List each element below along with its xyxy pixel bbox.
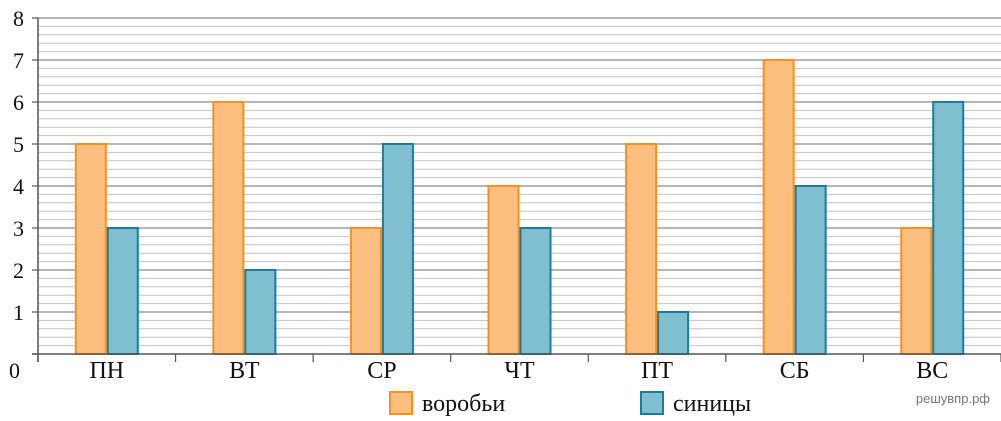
bar-tits-2 xyxy=(244,269,277,355)
bar-sparrows-6 xyxy=(762,59,795,355)
legend-swatch-tits xyxy=(640,391,664,415)
bar-tits-7 xyxy=(932,101,965,355)
bars xyxy=(74,59,965,355)
bar-sparrows-2 xyxy=(212,101,245,355)
y-tick-label: 5 xyxy=(13,132,24,157)
bar-sparrows-4 xyxy=(487,185,520,355)
y-tick-label: 0 xyxy=(9,358,20,383)
watermark: решувпр.рф xyxy=(916,391,990,406)
x-tick-label: ЧТ xyxy=(504,358,535,384)
y-tick-label: 3 xyxy=(13,216,24,241)
y-tick-labels: 0 1 2 3 4 5 6 7 8 xyxy=(9,6,24,383)
bar-tits-6 xyxy=(794,185,827,355)
bar-sparrows-1 xyxy=(74,143,107,355)
y-tick-label: 6 xyxy=(13,90,24,115)
y-tick-label: 1 xyxy=(13,300,24,325)
x-tick-label: ПТ xyxy=(641,358,673,384)
bar-tits-1 xyxy=(106,227,139,355)
x-tick-label: СБ xyxy=(780,358,810,384)
x-tick-label: ПН xyxy=(89,358,124,384)
y-tick-label: 2 xyxy=(13,258,24,283)
x-tick-labels: ПН ВТ СР ЧТ ПТ СБ ВС xyxy=(89,358,948,384)
y-tick-label: 8 xyxy=(13,6,24,31)
legend-label-sparrows: воробьи xyxy=(422,391,505,417)
legend: воробьи синицы xyxy=(389,391,751,417)
legend-label-tits: синицы xyxy=(673,391,751,417)
bar-tits-4 xyxy=(519,227,552,355)
x-tick-label: ВС xyxy=(916,358,948,384)
bar-sparrows-7 xyxy=(900,227,933,355)
bar-tits-3 xyxy=(381,143,414,355)
bar-sparrows-5 xyxy=(625,143,658,355)
y-tick-label: 7 xyxy=(13,48,24,73)
bar-sparrows-3 xyxy=(349,227,382,355)
y-tick-label: 4 xyxy=(13,174,24,199)
bar-tits-5 xyxy=(657,311,690,355)
x-tick-label: ВТ xyxy=(229,358,260,384)
legend-swatch-sparrows xyxy=(389,391,413,415)
axes xyxy=(32,17,1001,362)
x-tick-label: СР xyxy=(367,358,396,384)
